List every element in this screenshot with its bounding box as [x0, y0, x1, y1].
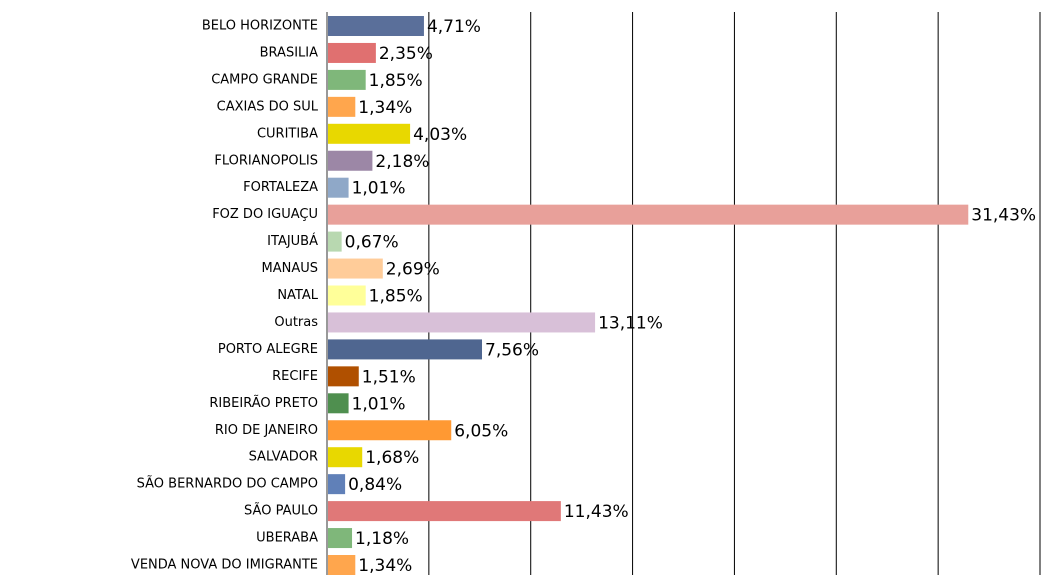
value-label: 11,43% [564, 502, 629, 522]
y-tick-label: FOZ DO IGUAÇU [212, 207, 318, 222]
bar [328, 366, 359, 387]
value-label: 7,56% [485, 340, 539, 360]
bar [328, 285, 366, 306]
value-label: 1,68% [365, 448, 419, 468]
value-label: 31,43% [971, 206, 1036, 226]
value-label: 0,67% [345, 233, 399, 253]
value-label: 2,35% [379, 44, 433, 64]
y-tick-label: SÃO BERNARDO DO CAMPO [137, 476, 318, 492]
y-tick-label: NATAL [277, 288, 318, 303]
value-label: 0,84% [348, 475, 402, 495]
value-label: 1,01% [352, 179, 406, 199]
value-label: 1,34% [358, 98, 412, 118]
y-tick-label: FLORIANOPOLIS [214, 153, 318, 168]
value-label: 1,51% [362, 367, 416, 387]
bar [328, 69, 366, 90]
value-label: 4,03% [413, 125, 467, 145]
y-tick-label: SALVADOR [249, 450, 318, 465]
bar [328, 474, 346, 495]
y-tick-label: PORTO ALEGRE [218, 342, 318, 357]
y-tick-label: CAXIAS DO SUL [217, 99, 319, 114]
y-tick-label: SÃO PAULO [244, 503, 318, 519]
y-tick-label: FORTALEZA [243, 180, 318, 195]
value-label: 1,85% [369, 287, 423, 307]
bar [328, 312, 596, 333]
bar [328, 420, 452, 441]
bar [328, 501, 561, 522]
bar [328, 447, 363, 468]
y-tick-label: CAMPO GRANDE [211, 72, 318, 87]
bar [328, 123, 411, 144]
y-tick-label: Outras [274, 315, 318, 330]
bar [328, 339, 483, 360]
y-tick-label: BRASILIA [260, 45, 318, 60]
bar [328, 42, 376, 63]
value-label: 1,18% [355, 529, 409, 549]
bar [328, 393, 349, 414]
bar [328, 177, 349, 198]
y-tick-label: RIBEIRÃO PRETO [209, 395, 318, 411]
y-tick-label: CURITIBA [257, 126, 318, 141]
y-tick-label: RECIFE [272, 369, 318, 384]
y-tick-label: MANAUS [262, 261, 319, 276]
bar [328, 16, 424, 36]
value-label: 2,69% [386, 260, 440, 280]
value-label: 13,11% [598, 313, 663, 333]
y-tick-label: VENDA NOVA DO IMIGRANTE [131, 558, 318, 573]
bar [328, 150, 373, 171]
value-label: 1,85% [369, 71, 423, 91]
bar [328, 258, 383, 279]
value-label: 4,71% [427, 17, 481, 37]
value-label: 6,05% [454, 421, 508, 441]
bar [328, 96, 356, 117]
bar [328, 231, 342, 252]
bar [328, 528, 353, 549]
bar [328, 555, 356, 575]
value-label: 1,34% [358, 556, 412, 575]
y-tick-label: UBERABA [256, 531, 318, 546]
y-tick-label: ITAJUBÁ [267, 233, 318, 249]
y-tick-label: BELO HORIZONTE [202, 19, 318, 34]
bar [328, 204, 969, 225]
value-label: 1,01% [352, 394, 406, 414]
value-label: 2,18% [375, 152, 429, 172]
y-tick-label: RIO DE JANEIRO [215, 423, 318, 438]
